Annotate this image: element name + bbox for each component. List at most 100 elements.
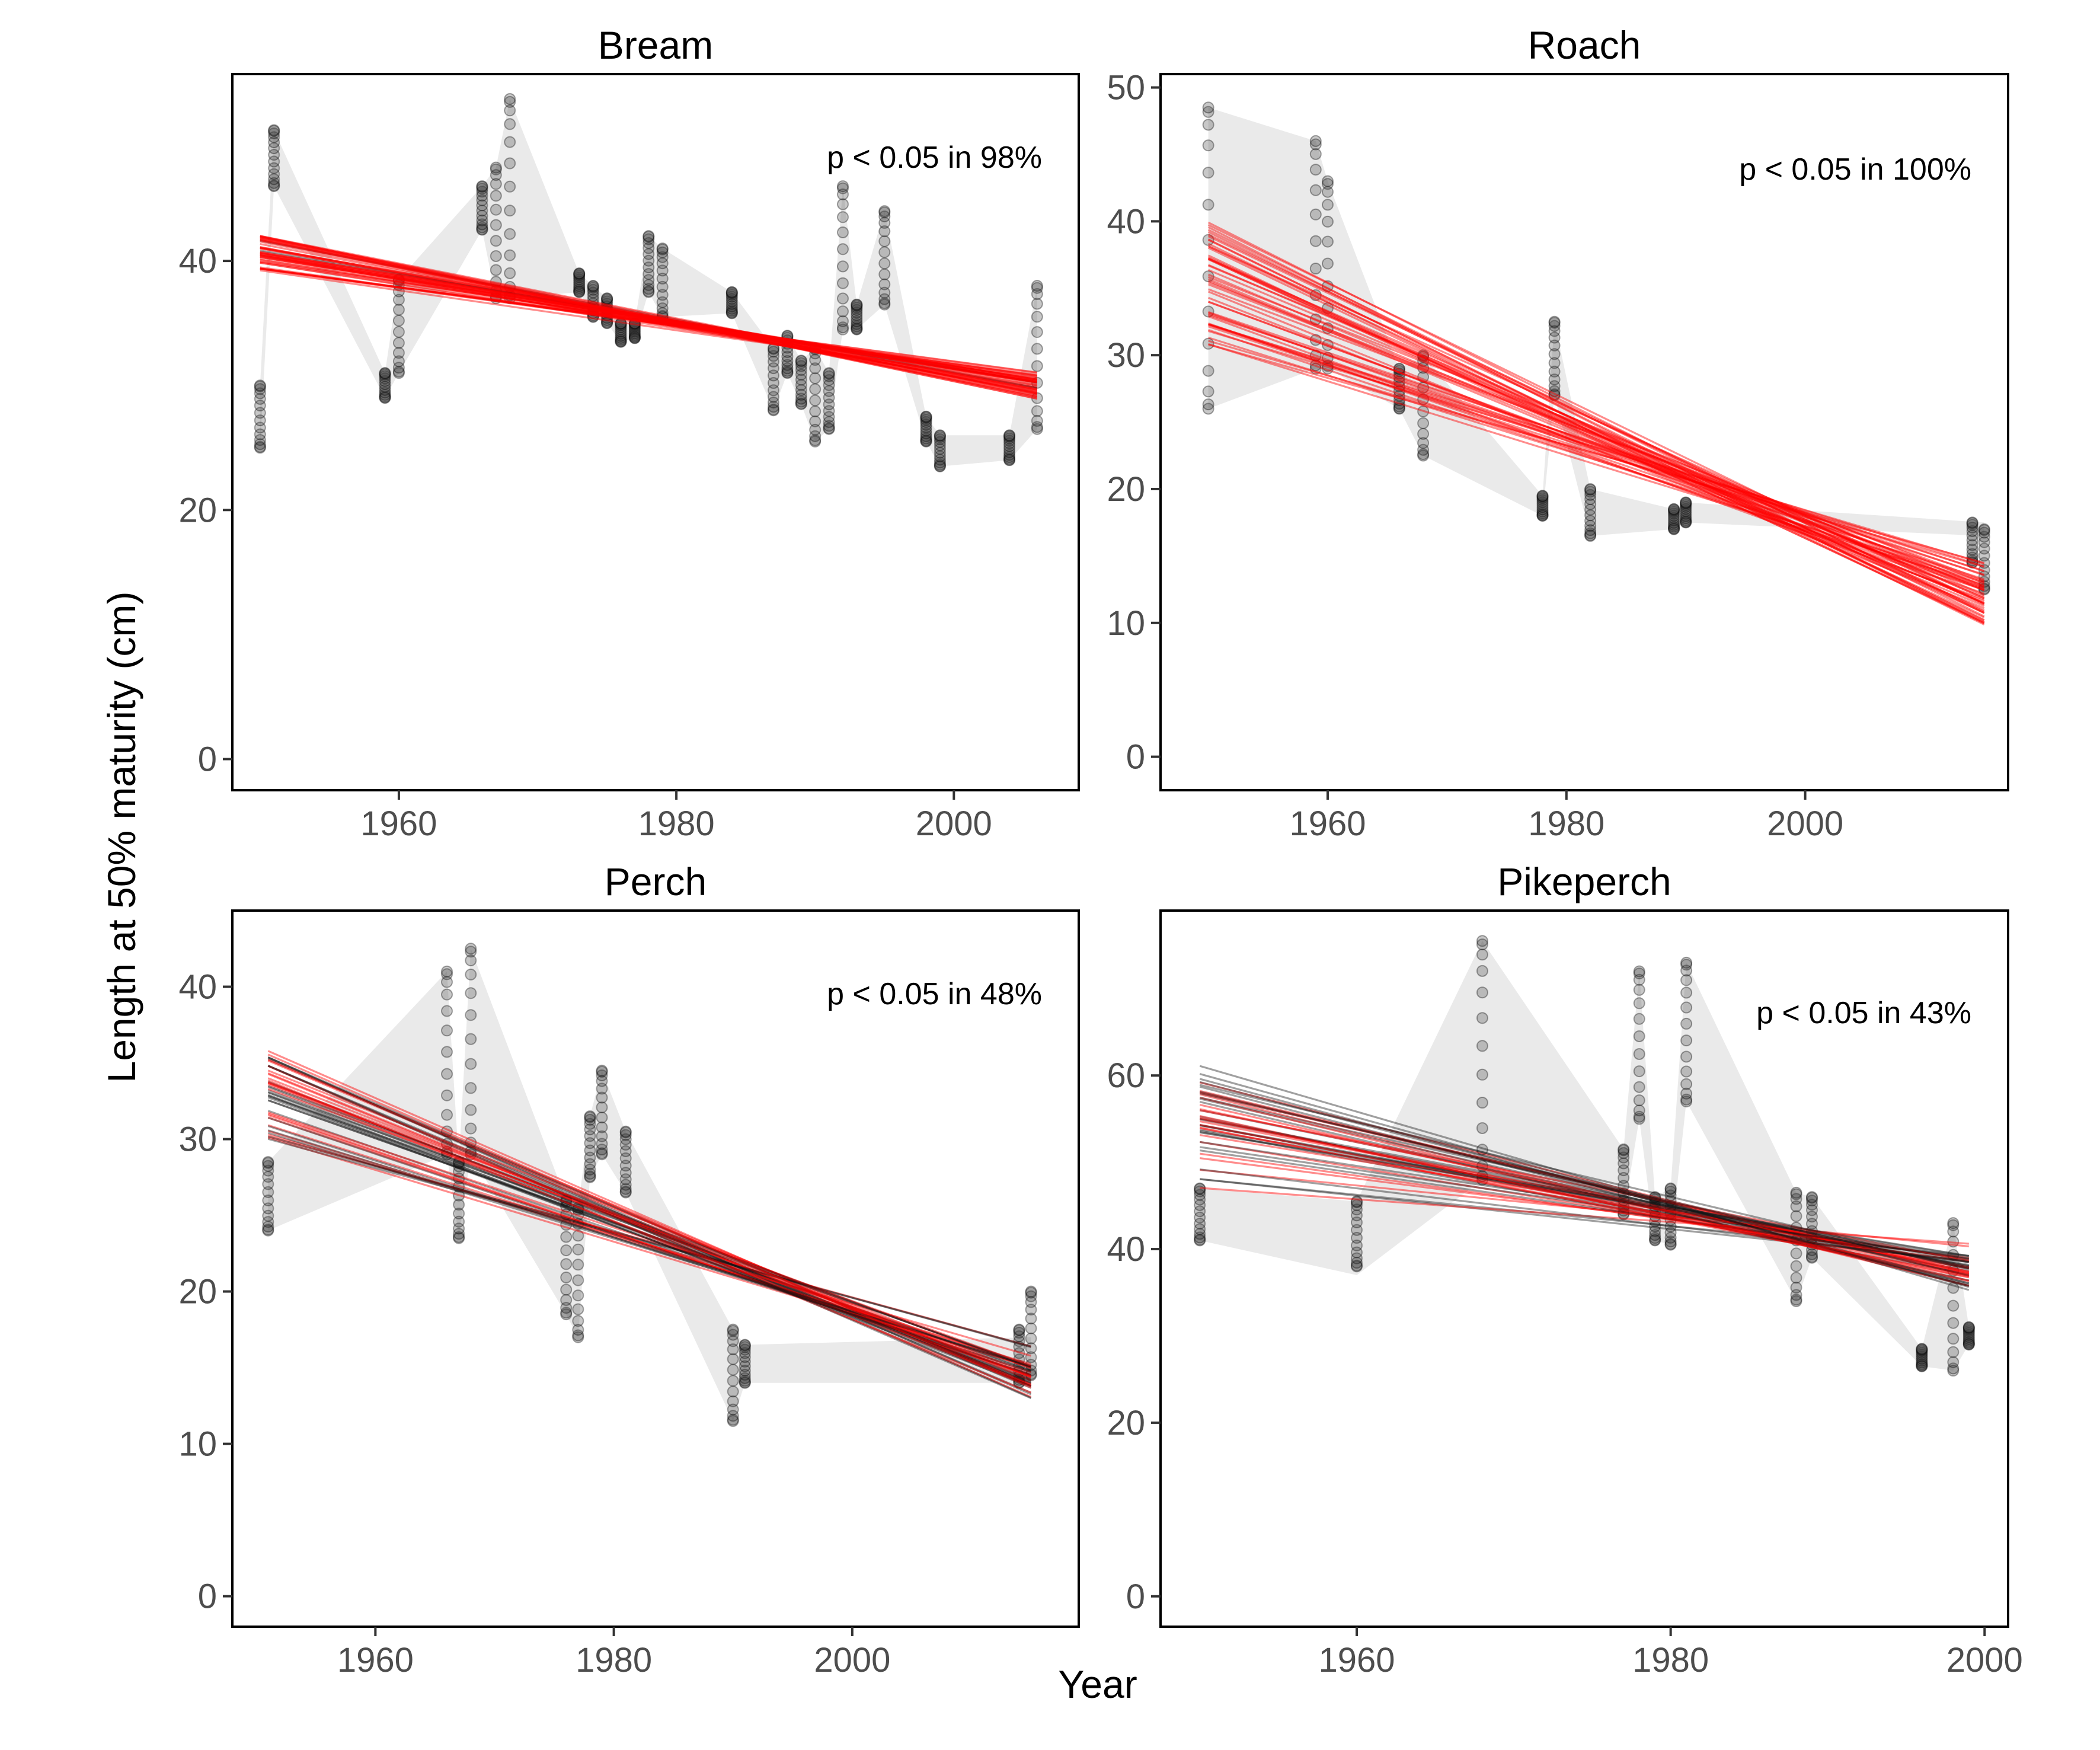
pikeperch-point xyxy=(1618,1172,1630,1184)
bream-point xyxy=(837,243,849,256)
roach-point xyxy=(1322,186,1334,198)
pikeperch-point xyxy=(1962,1329,1975,1341)
bream-point xyxy=(851,315,863,328)
pikeperch-point xyxy=(1664,1238,1677,1251)
perch-point xyxy=(739,1368,751,1381)
pikeperch-trend-line-nonsignificant xyxy=(1199,1081,1970,1285)
pikeperch-point xyxy=(1680,1078,1693,1090)
perch-trend-line-nonsignificant xyxy=(267,1091,1032,1368)
roach-point xyxy=(1966,525,1978,537)
bream-trend-line-significant xyxy=(260,250,1038,384)
bream-trend-line-significant xyxy=(260,247,1038,384)
bream-point xyxy=(768,403,779,416)
bream-point xyxy=(573,283,586,296)
bream-point xyxy=(476,180,488,193)
bream-point xyxy=(878,225,891,238)
bream-point xyxy=(392,365,405,378)
perch-panel-border xyxy=(231,909,1080,1628)
bream-point xyxy=(809,354,822,366)
bream-x-tick-label: 1980 xyxy=(638,804,715,843)
roach-point xyxy=(1393,380,1405,392)
bream-point xyxy=(601,292,613,305)
perch-point xyxy=(453,1180,465,1193)
bream-point xyxy=(601,312,613,324)
roach-point xyxy=(1966,516,1978,529)
pikeperch-point xyxy=(1962,1338,1975,1350)
perch-trend-line-nonsignificant xyxy=(267,1099,1032,1372)
perch-trend-line-significant xyxy=(267,1053,1032,1389)
perch-trend-line-nonsignificant xyxy=(267,1081,1032,1384)
bream-point xyxy=(615,317,627,330)
pikeperch-trend-line-significant xyxy=(1199,1134,1970,1261)
bream-point xyxy=(254,421,266,434)
perch-point xyxy=(453,1157,465,1169)
bream-trend-line-significant xyxy=(260,256,1038,383)
bream-point xyxy=(1031,298,1043,310)
bream-point xyxy=(392,274,405,287)
bream-point xyxy=(1003,437,1015,449)
pikeperch-point xyxy=(1351,1203,1363,1216)
bream-point xyxy=(476,209,488,222)
bream-trend-line-significant xyxy=(260,256,1038,381)
perch-point xyxy=(441,1145,453,1158)
bream-point xyxy=(768,384,779,397)
bream-point xyxy=(851,312,863,325)
perch-point xyxy=(619,1186,632,1197)
roach-point xyxy=(1668,507,1680,520)
bream-point xyxy=(725,287,738,299)
roach-point xyxy=(1668,512,1680,524)
bream-point xyxy=(643,237,655,249)
bream-trend-line-significant xyxy=(260,251,1038,382)
roach-trend-lines xyxy=(1207,221,1985,626)
pikeperch-point xyxy=(1351,1252,1363,1264)
bream-point xyxy=(628,332,641,344)
bream-trend-line-significant xyxy=(260,267,1038,376)
perch-point xyxy=(584,1151,596,1164)
perch-point xyxy=(739,1339,751,1352)
bream-point xyxy=(643,233,655,245)
bream-point xyxy=(920,430,932,442)
pikeperch-point xyxy=(1351,1216,1363,1228)
pikeperch-trend-line-nonsignificant xyxy=(1199,1078,1970,1287)
pikeperch-point xyxy=(1916,1359,1928,1372)
bream-point xyxy=(878,257,891,270)
roach-trend-line-significant xyxy=(1208,315,1985,601)
pikeperch-point xyxy=(1476,1170,1488,1183)
bream-trend-line-nonsignificant xyxy=(260,250,1038,384)
pikeperch-point xyxy=(1351,1195,1363,1208)
perch-point xyxy=(1025,1342,1037,1355)
bream-point xyxy=(878,278,891,290)
bream-point xyxy=(1003,429,1015,442)
roach-point xyxy=(1536,491,1549,503)
bream-point xyxy=(628,317,641,330)
pikeperch-point xyxy=(1806,1195,1818,1207)
pikeperch-trend-line-nonsignificant xyxy=(1200,1168,1969,1263)
pikeperch-point xyxy=(1618,1194,1630,1206)
roach-trend-line-significant xyxy=(1207,264,1985,592)
roach-point xyxy=(1322,178,1334,190)
pikeperch-point xyxy=(1633,973,1645,986)
perch-point xyxy=(727,1325,739,1337)
pikeperch-trend-line-nonsignificant xyxy=(1199,1129,1970,1276)
pikeperch-point xyxy=(1633,1030,1645,1042)
bream-point xyxy=(268,173,280,186)
bream-point xyxy=(809,434,822,446)
pikeperch-point xyxy=(1962,1323,1975,1336)
bream-y-tick-label: 0 xyxy=(198,740,217,778)
pikeperch-point xyxy=(1618,1157,1630,1170)
pikeperch-point xyxy=(1194,1234,1206,1247)
bream-point xyxy=(587,311,599,323)
pikeperch-point xyxy=(1194,1205,1206,1218)
roach-y-tick-label: 50 xyxy=(1107,69,1145,107)
perch-point xyxy=(441,1024,453,1037)
pikeperch-point xyxy=(1476,965,1488,977)
roach-point xyxy=(1668,519,1680,531)
roach-point xyxy=(1202,270,1214,283)
roach-point xyxy=(1202,398,1214,411)
perch-y-tick-label: 0 xyxy=(198,1577,217,1616)
bream-point xyxy=(837,292,849,305)
bream-point xyxy=(476,223,488,235)
pikeperch-trend-line-nonsignificant xyxy=(1199,1124,1970,1266)
roach-point xyxy=(1548,320,1561,332)
roach-point xyxy=(1393,398,1405,410)
